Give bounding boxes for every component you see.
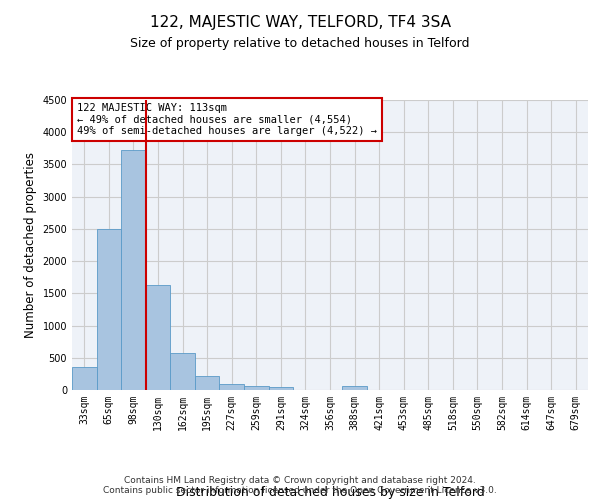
Bar [244,386,269,390]
Bar [97,229,121,390]
Bar [170,352,195,390]
Y-axis label: Number of detached properties: Number of detached properties [24,152,37,338]
Bar [342,386,367,390]
Bar [121,150,146,390]
Bar [146,285,170,390]
Bar [220,384,244,390]
Bar [72,368,97,390]
Bar [269,388,293,390]
Text: 122, MAJESTIC WAY, TELFORD, TF4 3SA: 122, MAJESTIC WAY, TELFORD, TF4 3SA [149,15,451,30]
Bar [195,376,220,390]
Text: Contains HM Land Registry data © Crown copyright and database right 2024.
Contai: Contains HM Land Registry data © Crown c… [103,476,497,495]
Text: Size of property relative to detached houses in Telford: Size of property relative to detached ho… [130,38,470,51]
Text: 122 MAJESTIC WAY: 113sqm
← 49% of detached houses are smaller (4,554)
49% of sem: 122 MAJESTIC WAY: 113sqm ← 49% of detach… [77,103,377,136]
X-axis label: Distribution of detached houses by size in Telford: Distribution of detached houses by size … [176,486,484,498]
